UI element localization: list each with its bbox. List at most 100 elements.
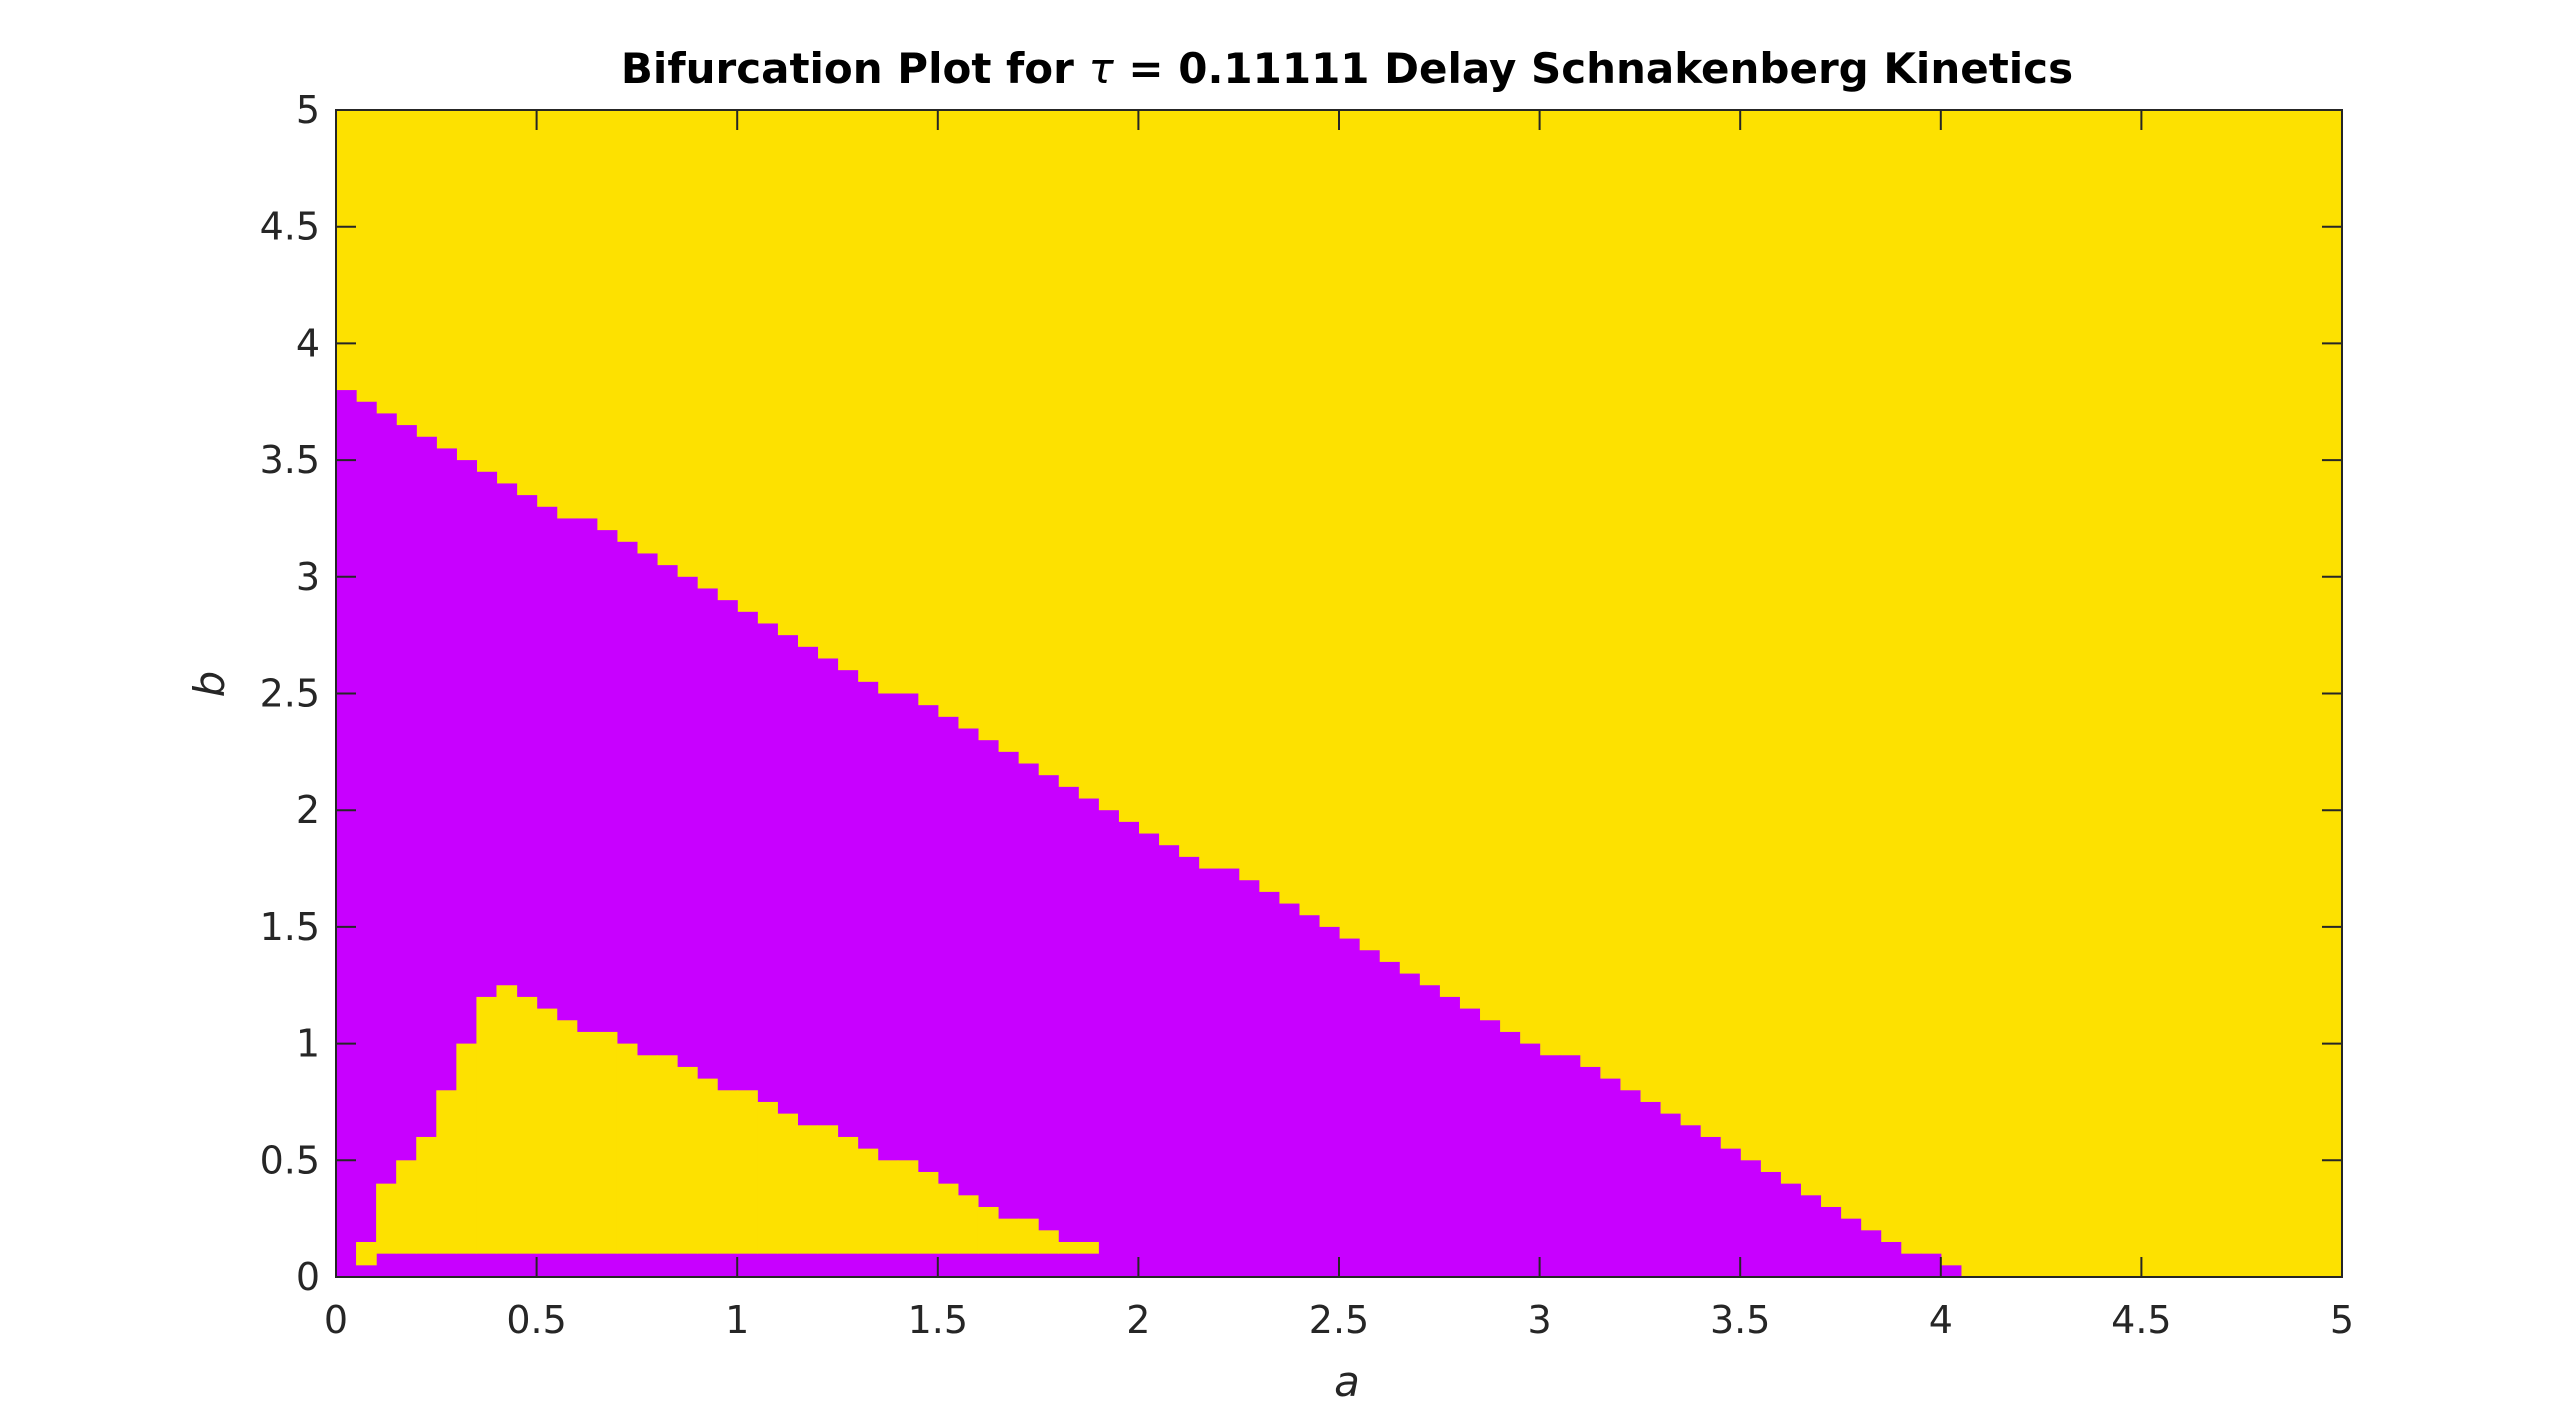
- stable-pocket-cell: [436, 1090, 457, 1254]
- stable-pocket-cell: [596, 1031, 618, 1254]
- y-tick-label: 3: [296, 555, 320, 599]
- unstable-region-cell: [1138, 833, 1160, 1277]
- y-tick-label: 2: [296, 788, 320, 832]
- unstable-region-cell: [1780, 1183, 1801, 1277]
- stable-pocket-cell: [777, 1113, 798, 1254]
- x-tick-label: 2.5: [1309, 1298, 1369, 1342]
- unstable-region-cell: [1278, 903, 1300, 1277]
- chart-title-text: Bifurcation Plot for τ = 0.11111 Delay S…: [621, 44, 2073, 93]
- unstable-region-cell: [356, 401, 377, 1277]
- y-tick-label: 5: [296, 88, 320, 132]
- unstable-region-cell: [1559, 1055, 1581, 1277]
- unstable-region-cell: [1840, 1218, 1862, 1277]
- y-tick-label: 0: [296, 1255, 320, 1299]
- unstable-region-cell: [797, 646, 819, 1277]
- stable-pocket-cell: [997, 1218, 1019, 1254]
- y-tick-label: 2.5: [260, 672, 320, 716]
- unstable-region-cell: [1399, 973, 1420, 1277]
- stable-pocket-cell: [817, 1125, 839, 1254]
- y-tick-label: 0.5: [260, 1138, 320, 1182]
- axes: 0 0.5 1 1.5 2 2.5 3 3.5 4 4.5 5 0 0.5 1 1.5 2 2.5 3 3.5 4 4.…: [260, 88, 2355, 1342]
- chart-title-prefix: Bifurcation Plot for: [621, 44, 1089, 93]
- x-tick-label: 3: [1528, 1298, 1552, 1342]
- unstable-region-cell: [1479, 1020, 1501, 1277]
- unstable-region-cell: [1459, 1008, 1481, 1277]
- unstable-region-cell: [1860, 1230, 1882, 1277]
- stable-pocket-cell: [556, 1020, 578, 1254]
- unstable-region-cell: [1940, 1265, 1962, 1277]
- x-tick-label: 0.5: [506, 1298, 566, 1342]
- unstable-region-cell: [1098, 810, 1119, 1277]
- unstable-region-cell: [1178, 856, 1200, 1277]
- unstable-region-cell: [917, 705, 939, 1277]
- unstable-region-cell: [1018, 763, 1039, 1277]
- stable-pocket-cell: [636, 1055, 658, 1254]
- stable-pocket-cell: [1018, 1218, 1039, 1254]
- unstable-region-cell: [1158, 845, 1180, 1277]
- unstable-region-cell: [1880, 1241, 1902, 1277]
- chart-title: Bifurcation Plot for τ = 0.11111 Delay S…: [621, 44, 2073, 93]
- x-tick-label: 0: [324, 1298, 348, 1342]
- stable-pocket-cell: [476, 996, 498, 1254]
- stable-pocket-cell: [496, 985, 518, 1254]
- bifurcation-heatmap: [336, 110, 2342, 1278]
- y-tick-label: 4.5: [260, 205, 320, 249]
- unstable-region-cell: [1659, 1113, 1681, 1277]
- stable-pocket-cell: [797, 1125, 819, 1254]
- x-tick-label: 5: [2330, 1298, 2354, 1342]
- unstable-region-cell: [837, 670, 859, 1277]
- stable-pocket-cell: [376, 1183, 397, 1254]
- x-tick-label: 3.5: [1710, 1298, 1770, 1342]
- unstable-region-cell: [336, 390, 357, 1278]
- unstable-region-cell: [1218, 868, 1240, 1277]
- unstable-region-cell: [1700, 1136, 1721, 1277]
- stable-pocket-cell: [757, 1101, 778, 1254]
- unstable-region-cell: [1820, 1206, 1842, 1277]
- x-tick-label: 4.5: [2111, 1298, 2171, 1342]
- unstable-region-cell: [1920, 1253, 1942, 1277]
- unstable-region-cell: [1720, 1148, 1741, 1277]
- unstable-region-cell: [1419, 985, 1440, 1277]
- y-axis-label: b: [185, 671, 234, 698]
- unstable-region-cell: [1740, 1160, 1761, 1277]
- x-tick-label: 4: [1929, 1298, 1953, 1342]
- stable-pocket-cell: [516, 996, 538, 1254]
- unstable-region-cell: [877, 693, 899, 1277]
- unstable-region-cell: [1599, 1078, 1621, 1277]
- unstable-region-cell: [1118, 821, 1139, 1277]
- unstable-region-cell: [1499, 1031, 1521, 1277]
- unstable-region-cell: [1760, 1171, 1781, 1277]
- stable-pocket-cell: [877, 1160, 899, 1254]
- unstable-region-cell: [1519, 1043, 1541, 1277]
- stable-pocket-cell: [356, 1241, 377, 1266]
- stable-pocket-cell: [656, 1055, 678, 1254]
- x-axis-label: a: [1334, 1357, 1360, 1406]
- unstable-region-cell: [937, 716, 959, 1277]
- unstable-region-cell: [1058, 786, 1079, 1277]
- unstable-region-cell: [1038, 775, 1059, 1277]
- stable-pocket-cell: [1078, 1241, 1099, 1254]
- unstable-region-cell: [1579, 1066, 1601, 1277]
- stable-pocket-cell: [416, 1136, 437, 1254]
- unstable-region-cell: [376, 413, 397, 1277]
- unstable-region-cell: [897, 693, 919, 1277]
- tau-symbol: τ: [1089, 44, 1115, 93]
- x-tick-label: 2: [1126, 1298, 1150, 1342]
- unstable-region-cell: [1198, 868, 1220, 1277]
- stable-pocket-cell: [857, 1148, 879, 1254]
- y-tick-label: 1.5: [260, 905, 320, 949]
- stable-pocket-cell: [396, 1160, 417, 1254]
- stable-pocket-cell: [917, 1171, 939, 1254]
- unstable-region-cell: [977, 740, 999, 1277]
- stable-pocket-cell: [737, 1090, 758, 1254]
- unstable-region-cell: [1539, 1055, 1561, 1277]
- unstable-region-cell: [1298, 915, 1320, 1277]
- unstable-region-cell: [1800, 1195, 1822, 1277]
- stable-pocket-cell: [837, 1136, 859, 1254]
- x-tick-label: 1: [725, 1298, 749, 1342]
- unstable-region-cell: [1379, 961, 1400, 1277]
- y-tick-label: 3.5: [260, 438, 320, 482]
- stable-pocket-cell: [1038, 1230, 1059, 1254]
- stable-pocket-cell: [1058, 1241, 1079, 1254]
